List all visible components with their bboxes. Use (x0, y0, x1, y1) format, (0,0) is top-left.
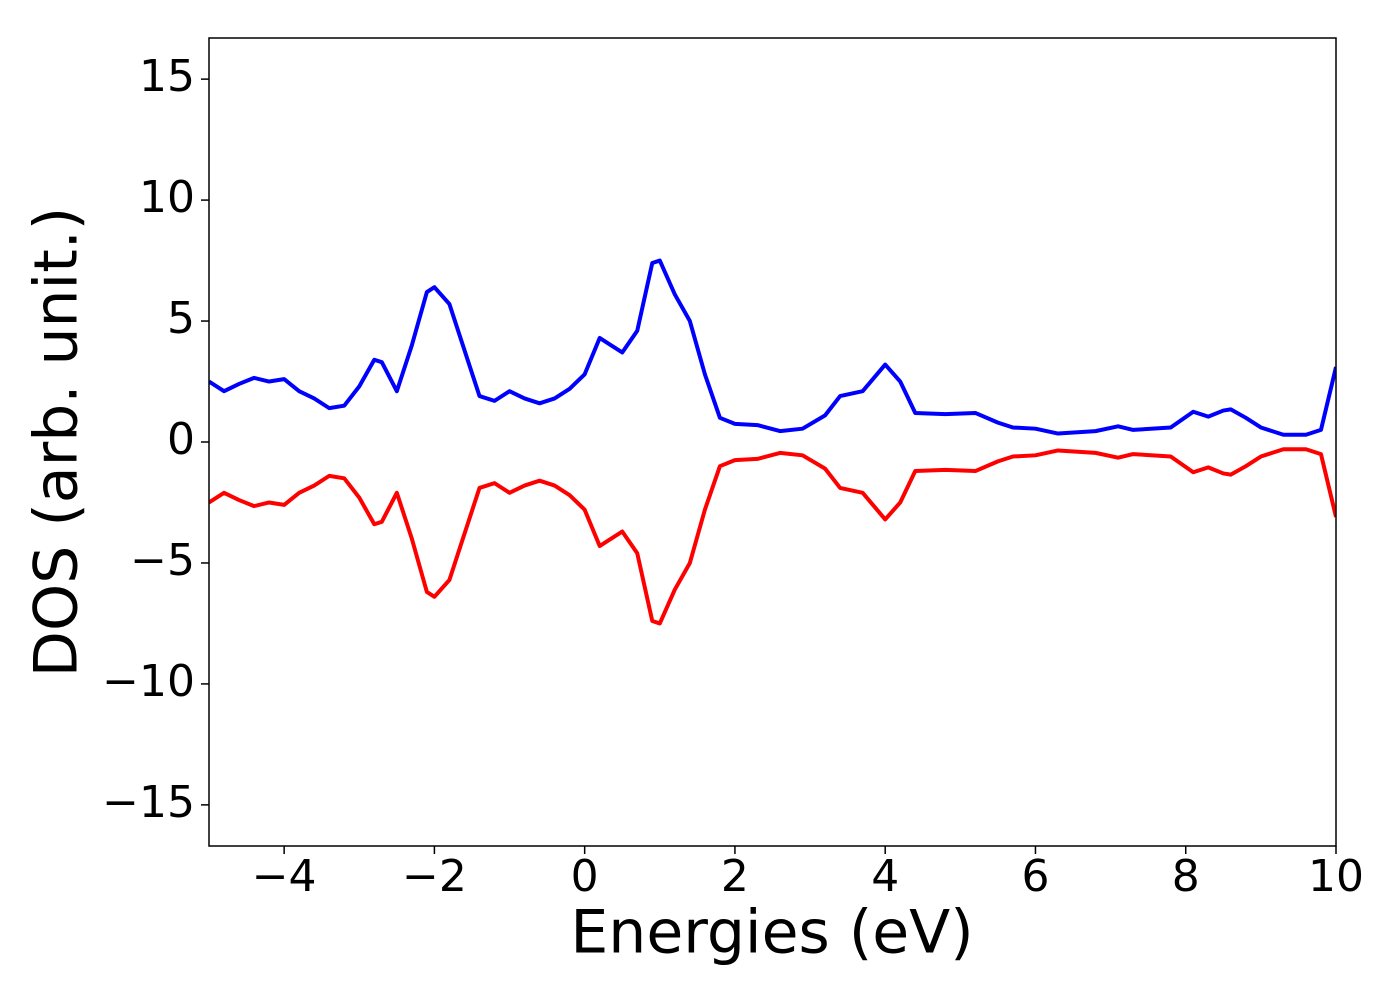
x-tick-label: 2 (721, 851, 749, 902)
y-tick-label: 15 (139, 51, 195, 102)
y-tick-label: 0 (167, 414, 195, 465)
series-line (209, 447, 1336, 626)
x-tick-label: 6 (1021, 851, 1049, 902)
y-tick-label: 5 (167, 293, 195, 344)
x-tick-label: −2 (402, 851, 467, 902)
y-tick-label: −15 (102, 777, 195, 828)
series-line (209, 258, 1336, 437)
y-tick-label: 10 (139, 172, 195, 223)
plot-frame (208, 37, 1337, 847)
x-axis-label: Energies (eV) (570, 898, 973, 968)
x-tick-label: 0 (571, 851, 599, 902)
x-tick-label: 4 (871, 851, 899, 902)
x-tick-label: −4 (252, 851, 317, 902)
y-axis-label: DOS (arb. unit.) (22, 207, 92, 677)
y-tick-label: −10 (102, 656, 195, 707)
x-tick-label: 10 (1308, 851, 1364, 902)
x-tick-label: 8 (1172, 851, 1200, 902)
y-tick-label: −5 (130, 535, 195, 586)
